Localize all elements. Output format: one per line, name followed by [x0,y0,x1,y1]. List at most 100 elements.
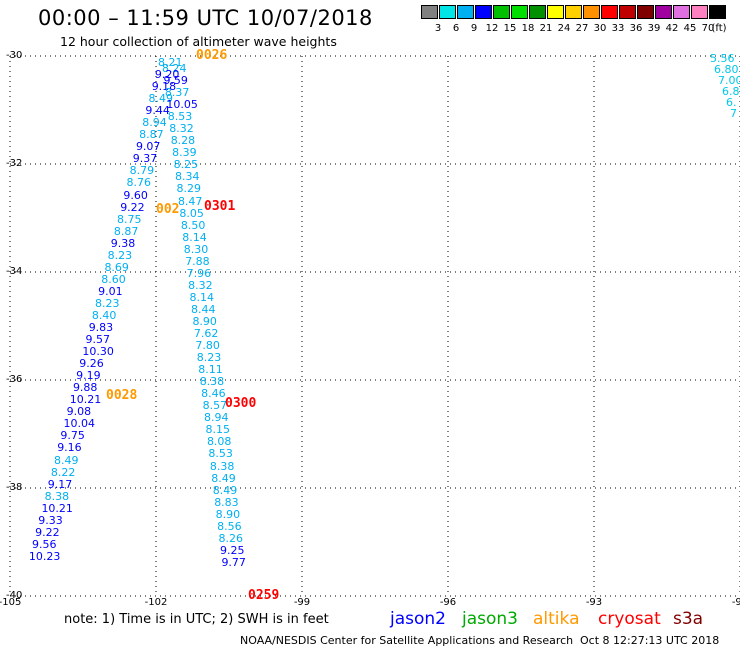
wave-height-value: 8.40 [91,308,117,322]
wave-height-value: 9.07 [135,140,161,154]
colorbar-label: 15 [503,23,517,34]
wave-height-value: 8.47 [177,194,203,208]
wave-height-value: 8.08 [206,435,232,449]
longitude-label: -96 [439,597,457,608]
wave-height-value: 8.15 [205,423,231,437]
wave-height-value: 10.05 [166,98,198,112]
colorbar-label: 70 [701,23,715,34]
colorbar-swatch [601,5,618,19]
latitude-label: -32 [6,158,23,169]
wave-height-value: 8.49 [54,453,79,467]
colorbar-label: 21 [539,23,553,34]
colorbar-swatch [529,5,546,19]
wave-height-value: 8.30 [183,242,209,256]
colorbar-label: 27 [575,23,589,34]
wave-height-map: -30 -32 -34 -36 -38 -40-105 -102 -99 -96 -93 -90 8.… [0,48,740,608]
colorbar-label: 18 [521,23,535,34]
wave-height-value: 8.94 [142,116,167,130]
wave-height-value: 9.01 [98,284,123,298]
wave-height-value: 9.83 [88,321,114,334]
wave-height-value: 8.05 [179,206,204,220]
wave-height-value: 7.00 [718,74,740,87]
wave-height-value: 5.56 [710,52,735,65]
legend-entry-altika: altika [533,609,580,629]
longitude-label: -93 [585,597,603,608]
wave-height-value: 9.19 [76,369,101,383]
wave-height-value: 8.53 [208,447,233,461]
wave-height-value: 8.34 [175,170,200,184]
pass-time-label: 0026 [196,48,228,63]
colorbar-swatch [637,5,654,19]
wave-height-value: 7.96 [186,266,212,280]
wave-height-value: 7.80 [195,339,220,353]
legend-entry-jason2: jason2 [390,609,446,629]
wave-height-value: 7.88 [185,254,210,268]
wave-height-value: 8.46 [201,387,226,401]
wave-height-value: 8.57 [202,399,228,413]
wave-height-value: 9.18 [151,80,177,94]
longitude-label: -102 [144,597,168,608]
colorbar-label: 36 [629,23,643,34]
colorbar-swatch [439,5,456,19]
map-subtitle: 12 hour collection of altimeter wave hei… [60,34,337,49]
wave-height-value: 8.76 [126,176,152,190]
map-title: 00:00 – 11:59 UTC 10/07/2018 [38,6,373,30]
pass-time-label: 0259 [248,588,280,603]
wave-height-value: 9.57 [85,333,111,347]
latitude-label: -30 [6,50,23,61]
wave-height-value: 8.39 [172,146,197,160]
colorbar-label: 3 [434,23,442,34]
wave-height-value: 9.16 [57,441,82,455]
latitude-label: -38 [6,482,23,493]
wave-height-value: 9.22 [35,525,60,539]
wave-height-value: 8.50 [180,218,206,232]
legend-entry-cryosat: cryosat [598,609,661,629]
wave-height-value: 7.62 [193,327,219,340]
wave-height-value: 6.80 [714,63,739,76]
wave-height-value: 8.56 [217,519,242,533]
wave-height-value: 10.21 [41,501,73,515]
colorbar-label: 33 [611,23,625,34]
wave-height-value: 8.60 [101,272,126,286]
wave-height-value: 10.21 [69,393,102,407]
colorbar-label: 6 [452,23,460,34]
wave-height-value: 8.11 [198,363,223,377]
longitude-label: -105 [0,597,22,608]
wave-height-value: 9.33 [38,513,63,527]
map-grid [9,55,740,597]
colorbar-label: 12 [485,23,499,34]
wave-height-value: 8.87 [113,224,139,238]
wave-height-value: 8.14 [182,230,207,244]
wave-height-value: 10.23 [28,549,61,563]
wave-height-value: 8.38 [209,459,235,473]
wave-height-value: 8.37 [164,86,190,100]
colorbar-swatch [709,5,726,19]
colorbar-swatch [691,5,708,19]
wave-height-value: 8.23 [107,248,133,262]
pass-time-label: 002 [156,202,180,217]
footnote: note: 1) Time is in UTC; 2) SWH is in fe… [64,612,329,627]
colorbar-swatch [511,5,528,19]
colorbar-swatch [421,5,438,19]
wave-height-value: 9.37 [132,152,158,166]
colorbar-label: 24 [557,23,571,34]
wave-height-value: 7 [730,107,737,120]
wave-height-value: 9.22 [120,200,145,214]
wave-height-value: 8.44 [191,302,216,316]
colorbar-label: 45 [683,23,697,34]
wave-height-value: 8.94 [204,411,229,425]
generated-timestamp: Oct 8 12:27:13 UTC 2018 [580,634,720,647]
latitude-label: -40 [6,590,23,601]
wave-height-value: 8.25 [173,158,199,172]
wave-height-value: 9.59 [163,74,188,88]
wave-height-value: 8.90 [215,507,241,521]
wave-height-value: 8.32 [188,278,213,292]
legend-entry-s3a: s3a [673,609,704,629]
legend-entry-jason3: jason3 [462,609,518,629]
wave-height-value: 6. [726,96,737,109]
wave-height-value: 8.83 [214,495,239,509]
colorbar-label: (ft) [711,23,727,34]
wave-height-value: 8.49 [211,471,236,485]
pass-time-label: 0301 [204,199,236,214]
wave-height-value: 8.29 [176,182,202,196]
